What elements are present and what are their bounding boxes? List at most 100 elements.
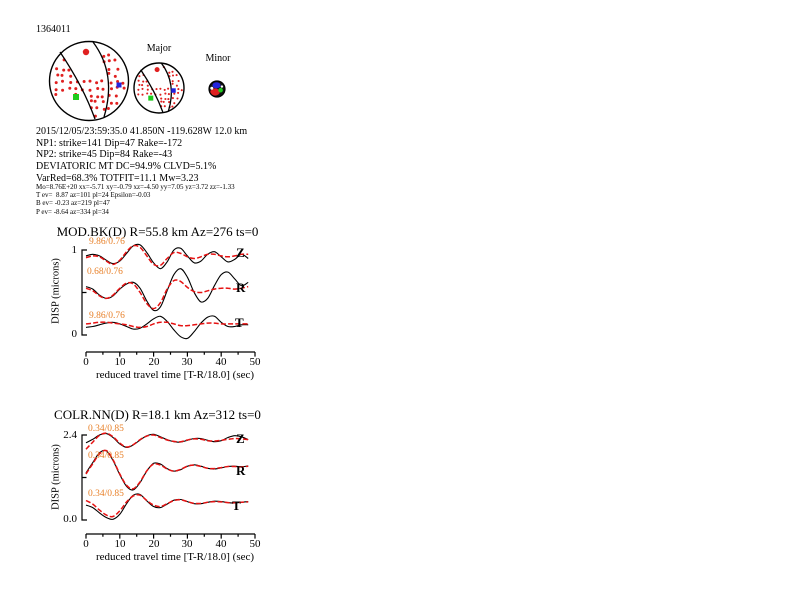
tension-dot [88,79,92,83]
tension-dot [162,100,165,103]
p-axis-marker [154,67,160,73]
tension-dot [142,80,145,83]
y-axis-max-label: 2.4 [63,429,77,441]
y-axis-min-label: 0.0 [63,513,77,525]
minor-ball-red-lobe [210,88,220,96]
tension-dot [171,80,174,83]
tension-dot [159,93,162,96]
fit-ratio-label: 0.34/0.85 [88,424,124,434]
beachball-major-double-couple [133,62,185,114]
waveform-traces [85,432,249,520]
tension-dot [89,99,93,103]
x-tick-label: 30 [181,356,193,368]
minor-ball-outline [208,80,226,98]
t-axis-marker [116,82,122,88]
nodal-plane-1 [59,51,96,120]
p-axis-marker [82,48,90,56]
synthetic-trace-t [85,494,249,518]
tension-dot [168,71,171,74]
tension-dot [82,80,86,83]
tension-dot [69,81,73,84]
tension-dot [107,59,111,63]
tension-dot [173,102,176,105]
tension-dot [54,81,58,85]
x-tick-label: 40 [215,538,227,550]
x-tick-label: 50 [249,538,261,550]
x-tick-label: 20 [148,538,160,550]
beachball-full-moment-tensor [48,40,130,122]
event-info-line: VarRed=68.3% TOTFIT=11.1 Mw=3.23 [36,172,199,184]
tension-dot [109,81,113,85]
waveform-plot-colr-nn [81,432,256,539]
tension-dot [137,93,140,96]
x-tick-label: 0 [83,356,89,368]
plot-axes [81,434,256,539]
tension-dot [180,89,183,92]
major-label: Major [146,43,172,54]
minor-ball-green-marker [218,87,223,93]
component-label-r: R [236,463,246,478]
minor-ball-white-patch [210,86,214,90]
waveform-traces [85,243,249,340]
minor-ball-white-patch [220,85,224,88]
tension-dot [159,87,162,90]
tension-dot [116,67,120,71]
tension-dot [100,79,104,83]
tension-dot [175,84,178,87]
beachball-minor-double-couple [208,80,226,98]
axis-lines [81,249,256,357]
tension-dot [110,87,113,91]
tension-dot [61,79,64,83]
x-tick-label: 50 [249,356,261,368]
tension-dot [115,101,119,105]
ball-outline [133,62,185,114]
moment-tensor-details: Mo=8.76E+20 xx=-5.71 xy=-0.79 xz=-4.50 y… [36,183,235,216]
station-title: MOD.BK(D) R=55.8 km Az=276 ts=0 [56,224,259,239]
tension-dot [102,107,106,111]
nodal-plane-1 [140,69,164,113]
component-label-t: T [235,315,244,330]
x-tick-label: 30 [181,538,193,550]
tension-dot [141,84,144,87]
y-axis-title: DISP (microns) [50,258,62,324]
y-axis-max-label: 1 [71,244,78,256]
tension-dot [68,86,72,90]
tension-dot [171,70,174,73]
x-tick-label: 10 [114,356,126,368]
tension-dot [160,97,163,100]
x-tick-label: 40 [215,356,227,368]
tension-dot [167,93,170,96]
synthetic-trace-r [85,279,249,310]
tension-dot [150,92,153,95]
tension-dot [146,84,149,87]
tension-dot [107,68,111,71]
mt-detail-line: B ev= -0.23 az=219 pl=47 [36,199,110,208]
tension-dot [102,54,106,58]
tension-dot [141,93,144,96]
event-info: 2015/12/05/23:59:35.0 41.850N -119.628W … [36,126,247,185]
nodal-plane-2 [92,41,110,118]
tension-dot [74,87,78,91]
synthetic-trace-z [85,244,249,267]
fit-ratio-label: 0.34/0.85 [88,451,124,461]
component-label-r: R [236,280,246,295]
component-label-z: Z [236,245,245,260]
b-axis-marker [148,95,154,101]
nodal-plane-2 [160,62,173,111]
tension-dot [109,101,113,105]
x-axis-title: reduced travel time [T-R/18.0] (sec) [95,369,255,381]
tension-dot [177,91,180,94]
tension-dot [107,53,111,57]
tension-dot [177,88,180,91]
tension-dot [171,97,174,100]
axis-lines [81,434,256,539]
tension-dot [171,74,175,77]
y-axis-title: DISP (microns) [50,444,62,510]
tension-dot [145,80,148,83]
tension-dot [163,88,166,91]
synthetic-trace-t [85,321,249,329]
tension-dot [54,93,58,96]
plot-axes [81,249,256,357]
x-tick-label: 0 [83,538,89,550]
x-tick-label: 20 [148,356,160,368]
